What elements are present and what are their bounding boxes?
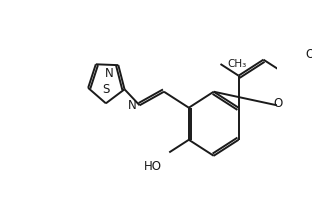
Text: CH₃: CH₃: [227, 59, 247, 69]
Text: HO: HO: [144, 160, 162, 173]
Text: S: S: [102, 83, 110, 96]
Text: O: O: [274, 97, 283, 110]
Text: O: O: [305, 48, 312, 61]
Text: N: N: [105, 67, 114, 80]
Text: N: N: [128, 99, 137, 112]
